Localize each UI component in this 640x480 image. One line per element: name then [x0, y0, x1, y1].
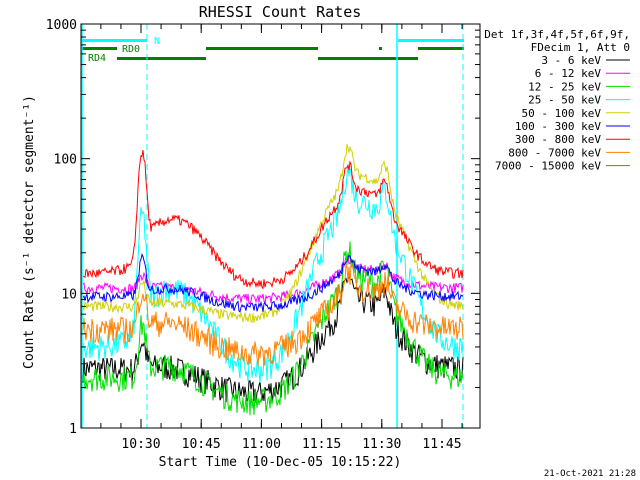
x-tick-label: 11:30 — [362, 437, 401, 452]
flag-bar-rd0 — [82, 47, 117, 50]
series-lines — [82, 144, 464, 416]
series-line-3 — [82, 166, 464, 383]
x-tick-label: 11:00 — [242, 437, 281, 452]
flag-bar-rd4 — [117, 57, 206, 60]
series-line-7 — [82, 263, 464, 367]
x-tick-label: 11:15 — [302, 437, 341, 452]
legend-entry-label: 300 - 800 keV — [515, 133, 601, 146]
flag-bar-rd4 — [318, 57, 418, 60]
footer-timestamp: 21-Oct-2021 21:28 — [544, 469, 636, 479]
flag-bars: N RD0 RD4 — [81, 24, 464, 428]
legend-entry-label: 3 - 6 keV — [541, 54, 601, 67]
flag-bar-n — [398, 39, 464, 42]
flag-bar-rd0 — [379, 47, 382, 50]
series-line-6 — [82, 150, 464, 290]
series-line-0 — [82, 276, 464, 404]
legend-header: FDecim 1, Att 0 — [531, 41, 630, 54]
legend: Det 1f,3f,4f,5f,6f,9f,FDecim 1, Att 03 -… — [484, 28, 630, 173]
legend-entry-label: 12 - 25 keV — [528, 80, 601, 93]
flag-label-n: N — [154, 36, 160, 47]
y-tick-label: 100 — [54, 153, 77, 168]
chart-title: RHESSI Count Rates — [199, 3, 362, 21]
flag-bar-n — [82, 39, 147, 42]
legend-entry-label: 800 - 7000 keV — [508, 146, 601, 159]
y-axis-label: Count Rate (s⁻¹ detector segment⁻¹) — [22, 95, 37, 369]
flag-label-rd0: RD0 — [122, 44, 140, 55]
flag-label-rd4: RD4 — [88, 53, 106, 64]
legend-entry-label: 25 - 50 keV — [528, 94, 601, 107]
x-tick-label: 10:30 — [121, 437, 160, 452]
legend-entry-label: 7000 - 15000 keV — [495, 160, 601, 173]
series-line-5 — [82, 252, 464, 313]
series-line-1 — [82, 253, 464, 305]
x-tick-label: 10:45 — [182, 437, 221, 452]
y-tick-label: 10 — [61, 287, 77, 302]
flag-bar-rd0 — [418, 47, 464, 50]
flag-bar-rd0 — [206, 47, 318, 50]
legend-entry-label: 6 - 12 keV — [535, 67, 602, 80]
x-axis-label: Start Time (10-Dec-05 10:15:22) — [159, 455, 402, 470]
y-tick-label: 1000 — [46, 18, 77, 33]
series-line-4 — [82, 144, 464, 324]
legend-header: Det 1f,3f,4f,5f,6f,9f, — [484, 28, 630, 41]
y-tick-label: 1 — [69, 422, 77, 437]
legend-entry-label: 50 - 100 keV — [522, 107, 602, 120]
legend-entry-label: 100 - 300 keV — [515, 120, 601, 133]
plot-frame — [80, 23, 481, 429]
axes: 1 10 100 1000 10:30 10:45 11:00 11:15 11:30 11:45 — [46, 18, 480, 452]
x-tick-label: 11:45 — [422, 437, 461, 452]
